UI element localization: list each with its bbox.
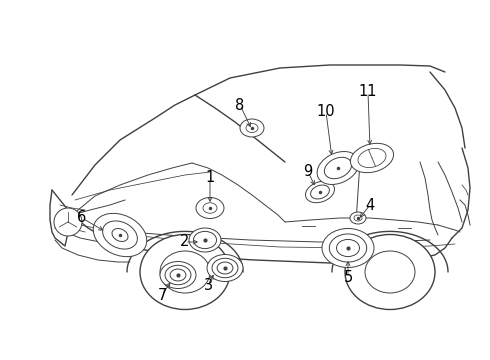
- Ellipse shape: [93, 213, 147, 257]
- Text: 6: 6: [77, 211, 87, 225]
- Text: 8: 8: [235, 98, 245, 112]
- Ellipse shape: [345, 234, 435, 310]
- Ellipse shape: [329, 234, 367, 262]
- Ellipse shape: [203, 203, 217, 213]
- Text: 7: 7: [157, 288, 167, 302]
- Text: 10: 10: [317, 104, 335, 120]
- Ellipse shape: [102, 221, 137, 249]
- Text: 1: 1: [205, 171, 215, 185]
- Text: 9: 9: [303, 165, 313, 180]
- Ellipse shape: [365, 251, 415, 293]
- Ellipse shape: [240, 119, 264, 137]
- Ellipse shape: [212, 258, 238, 278]
- Ellipse shape: [160, 251, 210, 293]
- Ellipse shape: [165, 265, 191, 285]
- Ellipse shape: [194, 231, 217, 249]
- Text: 2: 2: [180, 234, 190, 249]
- Ellipse shape: [337, 239, 360, 257]
- Ellipse shape: [170, 269, 186, 281]
- Text: 4: 4: [366, 198, 375, 212]
- Circle shape: [54, 208, 82, 236]
- Ellipse shape: [350, 212, 366, 224]
- Ellipse shape: [311, 185, 329, 199]
- Ellipse shape: [305, 181, 335, 203]
- Ellipse shape: [160, 261, 196, 288]
- Ellipse shape: [140, 234, 230, 310]
- Ellipse shape: [246, 123, 258, 132]
- Ellipse shape: [317, 152, 359, 184]
- Text: 11: 11: [359, 85, 377, 99]
- Ellipse shape: [217, 262, 233, 274]
- Ellipse shape: [322, 229, 374, 267]
- Ellipse shape: [324, 157, 352, 179]
- Ellipse shape: [350, 143, 393, 173]
- Ellipse shape: [358, 148, 386, 167]
- Ellipse shape: [112, 229, 128, 242]
- Ellipse shape: [207, 255, 243, 282]
- Ellipse shape: [196, 198, 224, 219]
- Ellipse shape: [189, 228, 221, 252]
- Text: 3: 3: [203, 278, 213, 292]
- Text: 5: 5: [343, 270, 353, 285]
- Ellipse shape: [354, 215, 362, 221]
